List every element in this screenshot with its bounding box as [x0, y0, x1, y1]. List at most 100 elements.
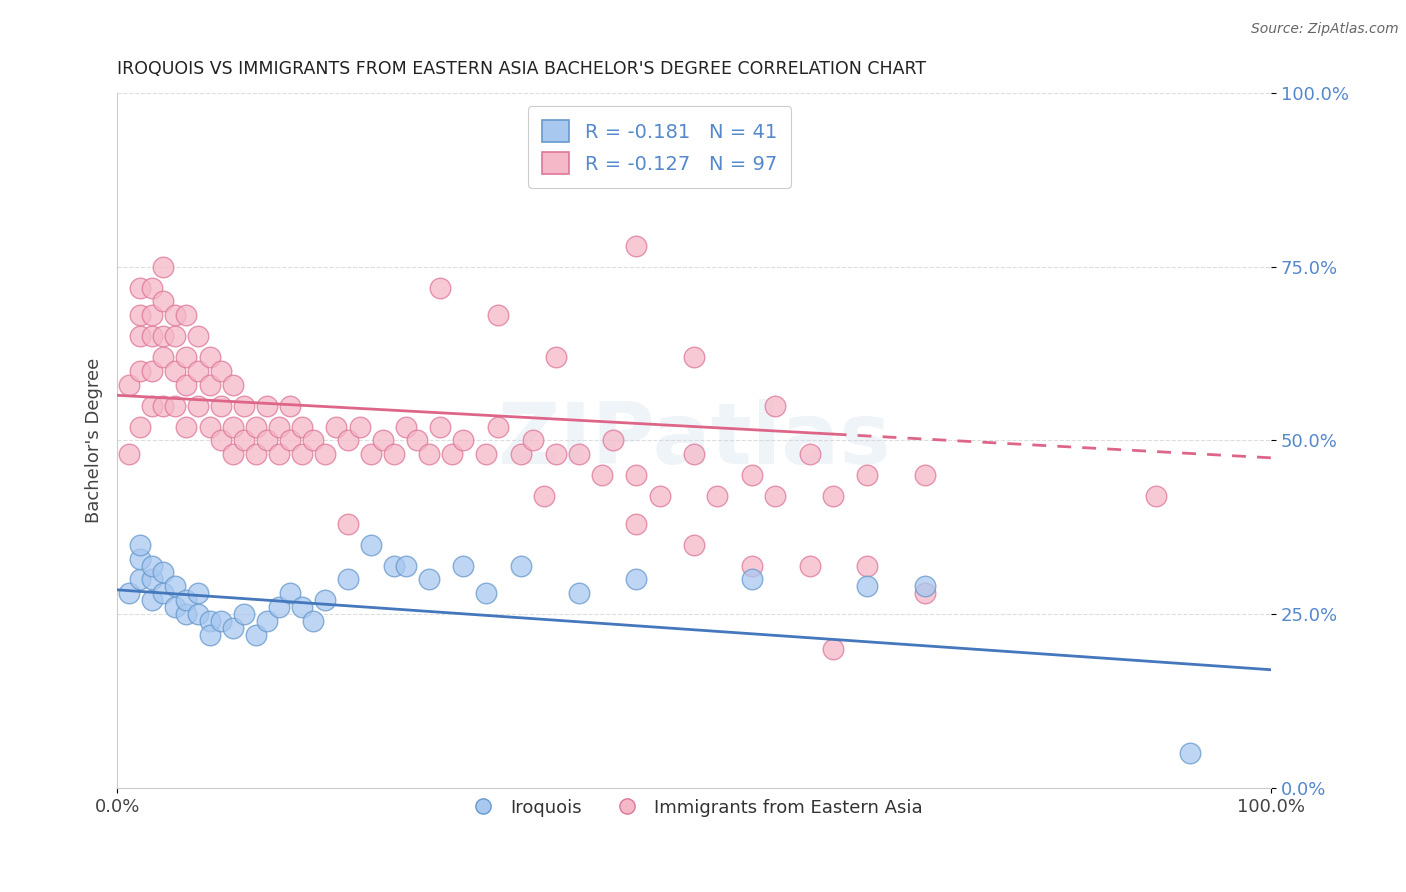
- Point: [533, 489, 555, 503]
- Point: [267, 447, 290, 461]
- Point: [706, 489, 728, 503]
- Point: [278, 586, 301, 600]
- Text: Source: ZipAtlas.com: Source: ZipAtlas.com: [1251, 22, 1399, 37]
- Y-axis label: Bachelor's Degree: Bachelor's Degree: [86, 358, 103, 523]
- Point: [278, 434, 301, 448]
- Point: [683, 447, 706, 461]
- Point: [278, 399, 301, 413]
- Point: [187, 329, 209, 343]
- Point: [198, 419, 221, 434]
- Point: [683, 350, 706, 364]
- Point: [522, 434, 544, 448]
- Point: [626, 516, 648, 531]
- Point: [568, 586, 591, 600]
- Point: [267, 600, 290, 615]
- Point: [152, 586, 174, 600]
- Point: [314, 447, 336, 461]
- Point: [914, 579, 936, 593]
- Point: [141, 364, 163, 378]
- Point: [198, 377, 221, 392]
- Point: [914, 468, 936, 483]
- Point: [626, 573, 648, 587]
- Point: [163, 364, 186, 378]
- Point: [371, 434, 394, 448]
- Point: [291, 419, 314, 434]
- Point: [152, 260, 174, 274]
- Point: [129, 364, 152, 378]
- Point: [741, 468, 763, 483]
- Point: [129, 329, 152, 343]
- Point: [821, 641, 844, 656]
- Point: [129, 573, 152, 587]
- Point: [221, 447, 243, 461]
- Point: [568, 447, 591, 461]
- Point: [129, 538, 152, 552]
- Point: [291, 447, 314, 461]
- Point: [302, 434, 325, 448]
- Point: [821, 489, 844, 503]
- Point: [221, 621, 243, 635]
- Point: [152, 329, 174, 343]
- Point: [163, 399, 186, 413]
- Point: [267, 419, 290, 434]
- Text: IROQUOIS VS IMMIGRANTS FROM EASTERN ASIA BACHELOR'S DEGREE CORRELATION CHART: IROQUOIS VS IMMIGRANTS FROM EASTERN ASIA…: [117, 60, 927, 78]
- Point: [198, 628, 221, 642]
- Point: [141, 309, 163, 323]
- Point: [395, 419, 418, 434]
- Point: [233, 434, 256, 448]
- Point: [336, 434, 359, 448]
- Point: [453, 434, 475, 448]
- Point: [325, 419, 347, 434]
- Point: [221, 419, 243, 434]
- Point: [176, 350, 198, 364]
- Point: [141, 399, 163, 413]
- Point: [856, 558, 879, 573]
- Point: [510, 558, 533, 573]
- Point: [510, 447, 533, 461]
- Point: [245, 447, 267, 461]
- Point: [291, 600, 314, 615]
- Point: [118, 447, 141, 461]
- Point: [141, 573, 163, 587]
- Point: [141, 280, 163, 294]
- Point: [914, 586, 936, 600]
- Point: [245, 419, 267, 434]
- Point: [1144, 489, 1167, 503]
- Point: [176, 309, 198, 323]
- Point: [382, 558, 405, 573]
- Point: [418, 447, 440, 461]
- Point: [602, 434, 624, 448]
- Point: [129, 419, 152, 434]
- Point: [406, 434, 429, 448]
- Point: [256, 614, 278, 628]
- Point: [475, 447, 498, 461]
- Point: [544, 447, 567, 461]
- Point: [486, 309, 509, 323]
- Point: [741, 558, 763, 573]
- Point: [152, 294, 174, 309]
- Point: [856, 579, 879, 593]
- Point: [544, 350, 567, 364]
- Point: [209, 364, 232, 378]
- Point: [799, 447, 821, 461]
- Point: [176, 419, 198, 434]
- Point: [176, 607, 198, 622]
- Point: [118, 586, 141, 600]
- Point: [176, 593, 198, 607]
- Point: [152, 399, 174, 413]
- Legend: Iroquois, Immigrants from Eastern Asia: Iroquois, Immigrants from Eastern Asia: [458, 791, 931, 824]
- Point: [429, 280, 451, 294]
- Point: [129, 309, 152, 323]
- Point: [626, 239, 648, 253]
- Point: [763, 399, 786, 413]
- Point: [763, 489, 786, 503]
- Point: [336, 573, 359, 587]
- Point: [453, 558, 475, 573]
- Point: [141, 329, 163, 343]
- Point: [799, 558, 821, 573]
- Text: ZIPatlas: ZIPatlas: [498, 399, 891, 482]
- Point: [360, 538, 382, 552]
- Point: [683, 538, 706, 552]
- Point: [187, 586, 209, 600]
- Point: [163, 309, 186, 323]
